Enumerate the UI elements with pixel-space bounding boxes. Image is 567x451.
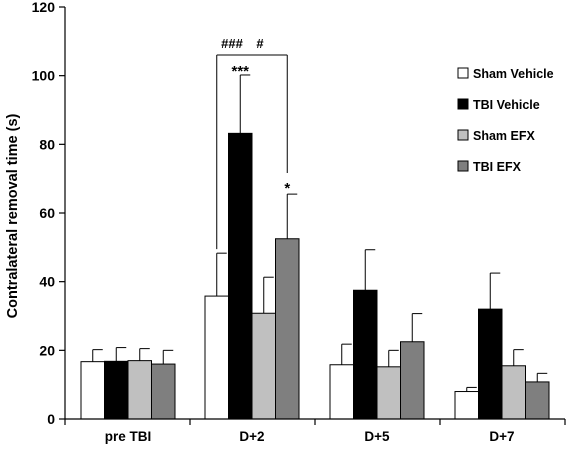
bar: [151, 363, 176, 420]
y-tick-label: 20: [39, 342, 55, 358]
bar: [400, 341, 425, 420]
legend-swatch: [457, 67, 469, 79]
y-tick-label: 100: [32, 68, 56, 84]
bar: [228, 132, 253, 420]
legend-label: TBI EFX: [473, 160, 522, 174]
error-bars: [92, 74, 548, 392]
legend-swatch: [457, 160, 469, 172]
y-tick-label: 120: [32, 0, 56, 15]
legend-label: TBI Vehicle: [473, 98, 540, 112]
bar: [454, 391, 479, 420]
legend-label: Sham EFX: [473, 129, 535, 143]
x-tick-label: D+5: [364, 429, 390, 444]
bar: [376, 366, 401, 420]
legend-label: Sham Vehicle: [473, 67, 554, 81]
significance-annotations: ### #****: [216, 36, 290, 250]
x-tick-label: pre TBI: [105, 429, 152, 444]
bar: [329, 364, 354, 420]
y-tick-label: 0: [47, 411, 55, 427]
bar: [127, 360, 152, 420]
bar: [80, 361, 105, 420]
bar: [275, 238, 300, 420]
bar: [353, 289, 378, 420]
bar: [525, 381, 550, 420]
y-tick-label: 80: [39, 136, 55, 152]
significance-hash-right: #: [256, 36, 264, 51]
y-tick-label: 40: [39, 274, 55, 290]
x-tick-label: D+2: [239, 429, 264, 444]
significance-stars: ***: [231, 63, 249, 80]
bar: [251, 312, 276, 420]
bar: [204, 295, 229, 420]
y-axis-ticks: 0 20 40 60 80 100 120: [32, 0, 65, 427]
bar: [104, 360, 129, 420]
significance-hash-left: ###: [221, 36, 243, 51]
legend-swatch: [457, 98, 469, 110]
legend: Sham Vehicle TBI Vehicle Sham EFX TBI EFX: [457, 67, 554, 174]
bar: [501, 365, 526, 420]
legend-swatch: [457, 129, 469, 141]
y-tick-label: 60: [39, 205, 55, 221]
x-axis-labels: pre TBI D+2 D+5 D+7: [64, 419, 566, 444]
bar-group: [80, 132, 550, 420]
bar: [478, 308, 503, 420]
significance-star: *: [284, 180, 290, 197]
y-axis-label: Contralateral removal time (s): [5, 113, 21, 318]
x-tick-label: D+7: [489, 429, 514, 444]
